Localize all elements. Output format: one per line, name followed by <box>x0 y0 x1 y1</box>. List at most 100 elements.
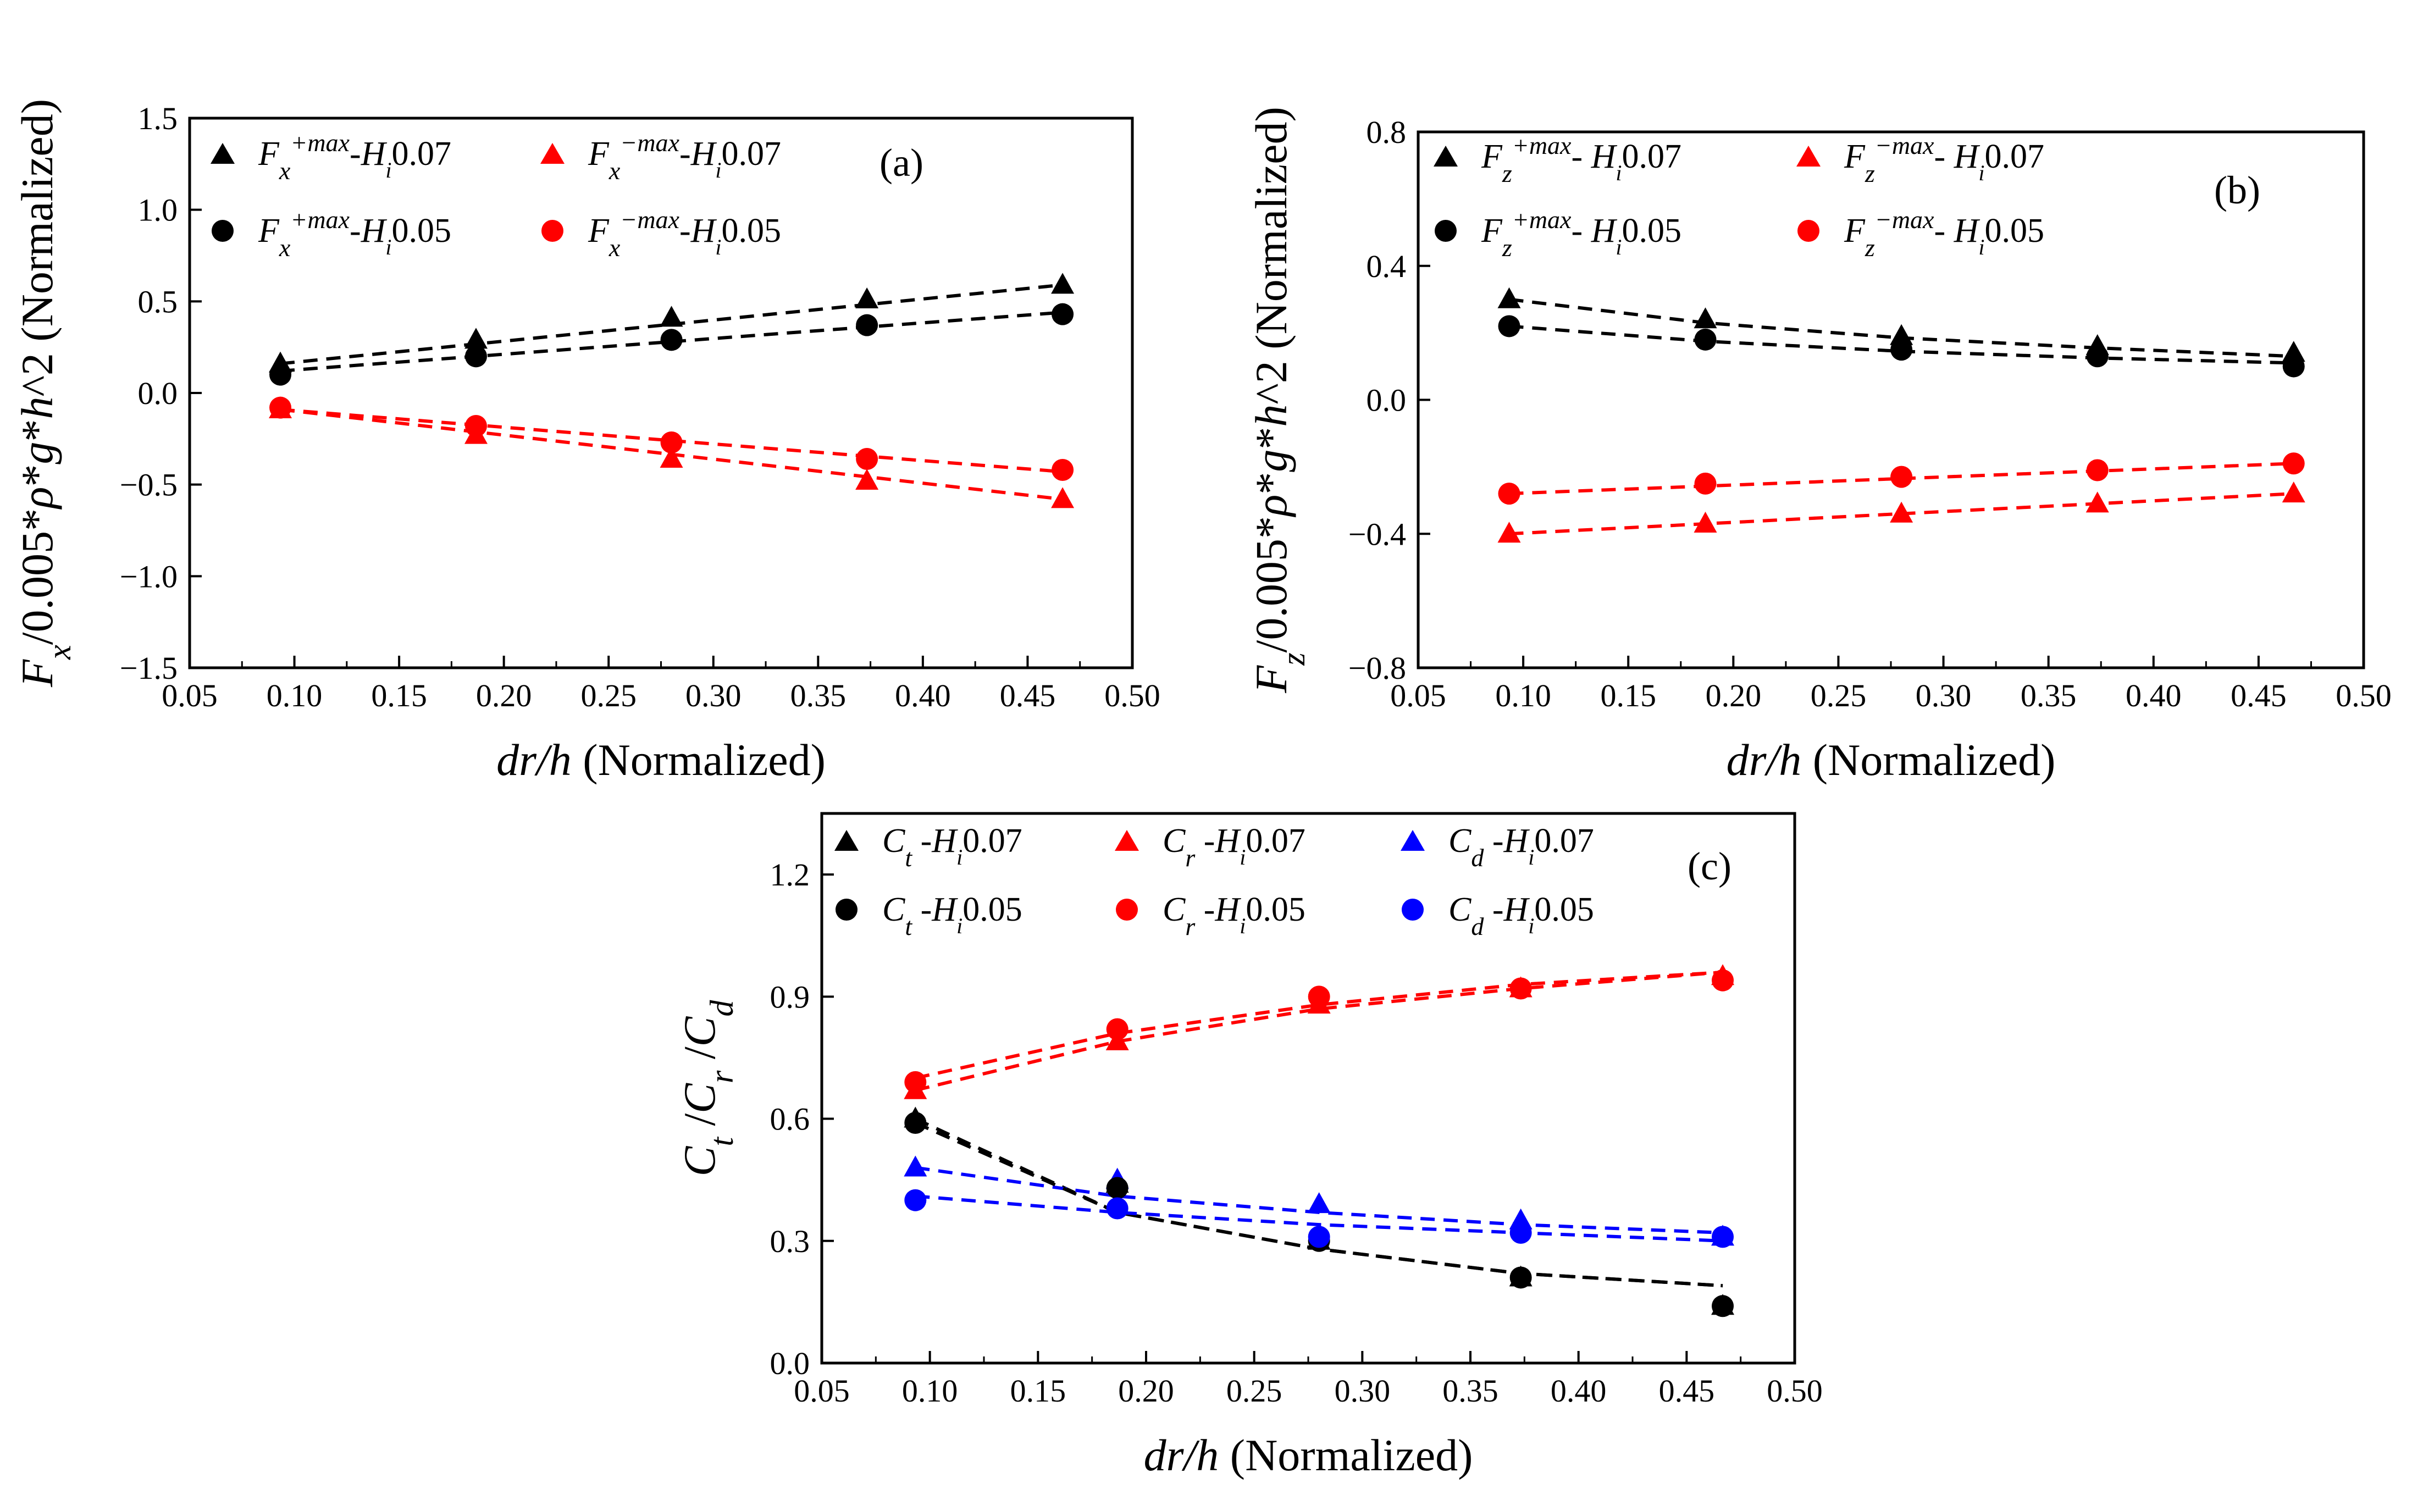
data-point-Fx−max-Hi0.05 <box>269 396 292 419</box>
x-tick-label: 0.40 <box>2126 678 2182 713</box>
x-tick-label: 0.20 <box>1118 1373 1174 1409</box>
y-tick-label: −0.5 <box>120 467 178 503</box>
legend-marker <box>1401 830 1425 851</box>
legend-marker <box>1797 220 1819 242</box>
data-point-Ct -Hi0.05 <box>1106 1177 1128 1199</box>
x-tick-label: 0.30 <box>685 678 742 713</box>
data-point-Fx−max-Hi0.07 <box>660 447 683 468</box>
x-tick-label: 0.20 <box>1706 678 1762 713</box>
legend-entry: Fx−max-Hi0.07 <box>588 129 781 185</box>
chart-panel-b: 0.05 0.10 0.15 0.20 0.25 0.30 0.35 0.40 0.45 0.50… <box>1246 107 2392 785</box>
data-point-Fz−max- Hi0.07 <box>2282 481 2305 503</box>
x-tick-label: 0.30 <box>1335 1373 1391 1409</box>
x-tick-label: 0.35 <box>2021 678 2077 713</box>
x-tick-label: 0.35 <box>1442 1373 1498 1409</box>
x-tick-label: 0.15 <box>371 678 427 713</box>
x-tick-label: 0.05 <box>1390 678 1446 713</box>
legend-marker <box>1402 899 1424 921</box>
legend-entry: Cr -Hi0.05 <box>1163 891 1305 940</box>
x-tick-label: 0.10 <box>1495 678 1551 713</box>
legend-marker <box>834 830 859 851</box>
y-tick-label: −0.8 <box>1348 650 1406 686</box>
fit-line-Fx−max-Hi0.05 <box>280 408 1063 474</box>
data-point-Fx+max-Hi0.05 <box>464 345 487 368</box>
legend-entry: Cd -Hi0.07 <box>1448 822 1594 872</box>
legend-entry: Ct -Hi0.05 <box>882 891 1022 940</box>
data-point-Fz−max- Hi0.07 <box>2085 491 2109 513</box>
legend-entry: Fx−max-Hi0.05 <box>588 206 781 262</box>
data-point-Fx−max-Hi0.05 <box>856 448 878 470</box>
y-tick-label: 0.0 <box>770 1345 810 1381</box>
data-point-Cd -Hi0.05 <box>1712 1226 1734 1248</box>
data-point-Cr -Hi0.05 <box>1308 985 1330 1008</box>
data-point-Cd -Hi0.05 <box>904 1189 927 1211</box>
legend-marker <box>1434 146 1458 167</box>
data-point-Fx+max-Hi0.07 <box>1051 273 1075 294</box>
data-point-Fx−max-Hi0.05 <box>1052 459 1074 481</box>
data-point-Fx+max-Hi0.07 <box>855 287 879 308</box>
y-tick-label: 0.4 <box>1367 248 1407 284</box>
x-tick-label: 0.15 <box>1010 1373 1066 1409</box>
data-point-Cd -Hi0.05 <box>1509 1221 1532 1244</box>
y-tick-label: 1.0 <box>138 192 178 228</box>
data-point-Fz+max- Hi0.05 <box>2282 355 2305 378</box>
data-point-Cr -Hi0.05 <box>1106 1018 1128 1040</box>
data-point-Fz−max- Hi0.05 <box>1498 483 1520 505</box>
data-point-Ct -Hi0.05 <box>904 1111 927 1134</box>
data-point-Fx−max-Hi0.05 <box>660 431 683 453</box>
data-point-Fx+max-Hi0.05 <box>269 363 292 386</box>
y-tick-label: 0.0 <box>1367 383 1407 418</box>
data-point-Cr -Hi0.05 <box>1509 977 1532 1000</box>
data-point-Fz+max- Hi0.07 <box>1890 324 1913 345</box>
x-tick-label: 0.40 <box>895 678 951 713</box>
x-tick-label: 0.25 <box>1226 1373 1282 1409</box>
y-tick-label: −1.5 <box>120 650 178 686</box>
y-tick-label: 1.2 <box>770 857 810 893</box>
legend-entry: Fz+max- Hi0.05 <box>1481 206 1681 262</box>
data-point-Fz−max- Hi0.05 <box>1694 472 1717 495</box>
data-point-Fz+max- Hi0.05 <box>1498 315 1520 337</box>
data-point-Fz−max- Hi0.05 <box>2086 459 2109 481</box>
data-point-Fz+max- Hi0.05 <box>1694 328 1717 351</box>
y-tick-label: 0.9 <box>770 979 810 1015</box>
data-point-Fz+max- Hi0.07 <box>1694 307 1717 329</box>
data-point-Fx+max-Hi0.07 <box>464 328 488 349</box>
x-tick-label: 0.50 <box>1767 1373 1823 1409</box>
legend-entry: Cr -Hi0.07 <box>1163 822 1305 872</box>
data-point-Fz−max- Hi0.07 <box>1497 522 1521 543</box>
data-point-Cd -Hi0.07 <box>1307 1192 1331 1214</box>
fit-line-Cd -Hi0.05 <box>915 1194 1723 1243</box>
legend-entry: Cd -Hi0.05 <box>1448 891 1594 940</box>
data-point-Fx+max-Hi0.05 <box>1052 303 1074 325</box>
fit-line-Cr -Hi0.05 <box>915 970 1723 1080</box>
legend-marker <box>540 143 565 164</box>
legend-entry: Fx+max-Hi0.05 <box>258 206 451 262</box>
plot-frame <box>188 117 1134 669</box>
y-axis-label: Fx/0.005*ρ*g*h^2 (Normalized) <box>12 99 78 688</box>
x-tick-label: 0.45 <box>2231 678 2287 713</box>
y-tick-label: 0.8 <box>1367 114 1407 150</box>
panel-label: (b) <box>2214 168 2260 212</box>
x-tick-label: 0.30 <box>1916 678 1972 713</box>
x-tick-label: 0.25 <box>1811 678 1867 713</box>
legend-marker <box>211 143 235 164</box>
legend-entry: Fz+max- Hi0.07 <box>1481 131 1681 187</box>
data-point-Ct -Hi0.05 <box>1509 1266 1532 1289</box>
data-point-Fx+max-Hi0.07 <box>660 306 683 327</box>
data-point-Cr -Hi0.05 <box>904 1071 927 1093</box>
x-tick-label: 0.05 <box>794 1373 850 1409</box>
x-tick-label: 0.45 <box>1000 678 1056 713</box>
y-tick-label: −1.0 <box>120 558 178 594</box>
legend-entry: Fz−max- Hi0.07 <box>1844 131 2044 187</box>
data-point-Fx−max-Hi0.05 <box>464 415 487 437</box>
legend-entry: Ct -Hi0.07 <box>882 822 1022 872</box>
legend-entry: Fz−max- Hi0.05 <box>1844 206 2044 262</box>
x-axis-label: dr/h (Normalized) <box>496 735 826 785</box>
x-tick-label: 0.10 <box>267 678 323 713</box>
data-point-Fx−max-Hi0.07 <box>855 469 879 490</box>
x-tick-label: 0.15 <box>1600 678 1656 713</box>
legend-marker <box>212 220 234 242</box>
data-point-Fx+max-Hi0.05 <box>856 314 878 336</box>
x-axis-label: dr/h (Normalized) <box>1727 735 2056 785</box>
